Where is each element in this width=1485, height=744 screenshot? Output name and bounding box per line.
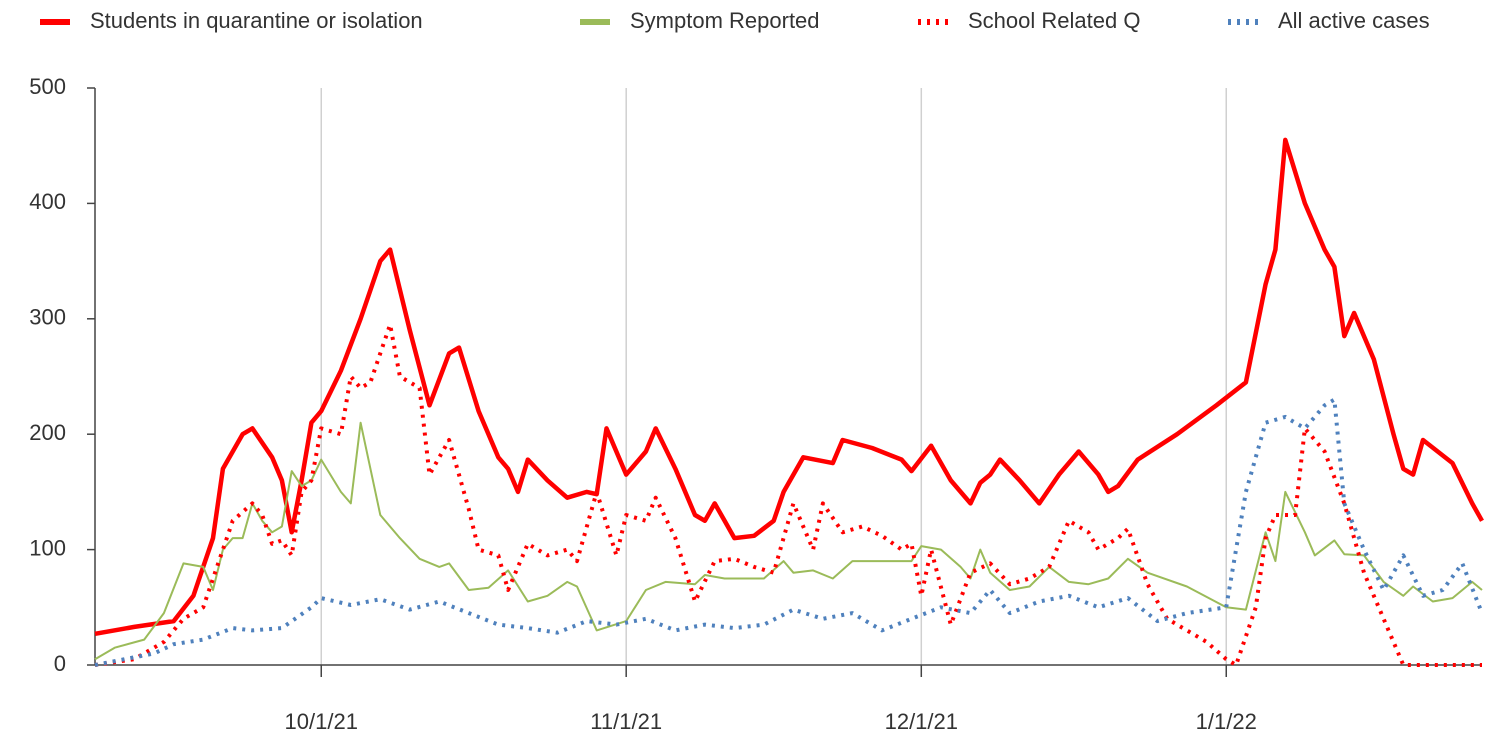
legend-label: Students in quarantine or isolation (90, 8, 423, 33)
x-tick-label: 11/1/21 (590, 709, 662, 734)
legend-label: Symptom Reported (630, 8, 820, 33)
y-tick-label: 500 (29, 74, 66, 99)
series-line (94, 137, 1484, 637)
legend-label: School Related Q (968, 8, 1140, 33)
legend-label: All active cases (1278, 8, 1430, 33)
y-tick-label: 300 (29, 305, 66, 330)
x-tick-label: 1/1/22 (1196, 709, 1257, 734)
y-tick-label: 200 (29, 420, 66, 445)
y-tick-label: 400 (29, 189, 66, 214)
y-tick-label: 100 (29, 535, 66, 560)
series-line (94, 397, 1484, 667)
series-line (94, 322, 1482, 667)
x-tick-label: 10/1/21 (285, 709, 358, 734)
y-tick-label: 0 (54, 651, 66, 676)
series-line (94, 421, 1483, 661)
x-tick-label: 12/1/21 (885, 709, 958, 734)
